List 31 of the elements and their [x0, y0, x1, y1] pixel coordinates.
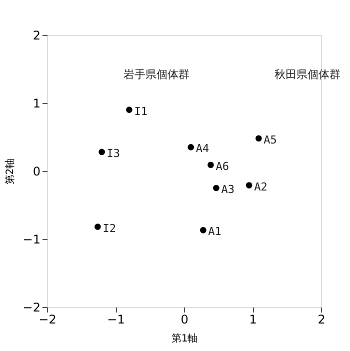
- annotation: 秋田県個体群: [274, 68, 340, 81]
- point: [213, 184, 220, 192]
- data-label: A5: [264, 133, 277, 146]
- y-axis-title: 第2軸: [4, 158, 16, 185]
- data-label: A6: [216, 160, 229, 173]
- data-label: I2: [102, 222, 116, 235]
- data-label: A2: [254, 180, 268, 194]
- data-label: A1: [208, 225, 222, 238]
- data-label: A3: [221, 183, 234, 196]
- point: [98, 148, 105, 156]
- point: [208, 162, 214, 168]
- x-tick-label: 0: [180, 312, 188, 326]
- point: [188, 144, 194, 150]
- x-tick-label: 1: [249, 312, 257, 326]
- point: [94, 224, 101, 230]
- x-axis-title: 第1軸: [171, 332, 198, 344]
- y-tick-label: 1: [32, 96, 40, 110]
- y-tick-label: −2: [22, 300, 40, 314]
- data-label: A4: [196, 142, 210, 156]
- data-label: I3: [106, 146, 120, 160]
- point: [246, 182, 252, 188]
- x-tick-label: −1: [107, 312, 125, 326]
- data-label: I1: [134, 104, 148, 118]
- annotation: 岩手県個体群: [124, 68, 190, 81]
- y-tick-label: −1: [22, 232, 40, 246]
- point: [200, 227, 206, 234]
- point: [256, 135, 262, 142]
- x-tick-label: 2: [318, 312, 326, 326]
- y-tick-label: 0: [32, 164, 40, 178]
- y-tick-label: 2: [32, 28, 40, 42]
- point: [126, 106, 132, 113]
